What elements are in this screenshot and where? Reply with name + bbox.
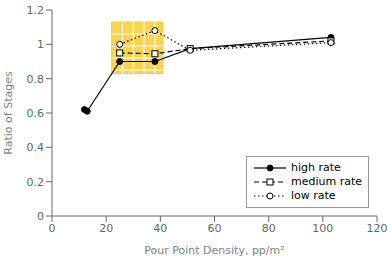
svg-text:1.2: 1.2 — [27, 4, 45, 17]
svg-text:0.6: 0.6 — [27, 107, 45, 120]
svg-text:1: 1 — [37, 38, 44, 51]
html-text:medium rate: medium rate — [290, 175, 362, 188]
svg-text:Pour Point Density, pp/m²: Pour Point Density, pp/m² — [144, 244, 284, 257]
html-text:low rate: low rate — [290, 189, 336, 202]
svg-text:0: 0 — [49, 222, 56, 235]
svg-text:120: 120 — [367, 222, 385, 235]
svg-text:40: 40 — [153, 222, 167, 235]
svg-text:0.2: 0.2 — [27, 176, 45, 189]
svg-text:0.8: 0.8 — [27, 73, 45, 86]
svg-text:0.4: 0.4 — [27, 141, 45, 154]
svg-text:0: 0 — [37, 210, 44, 223]
svg-text:20: 20 — [99, 222, 113, 235]
svg-text:80: 80 — [262, 222, 276, 235]
svg-text:60: 60 — [208, 222, 222, 235]
svg-text:100: 100 — [312, 222, 333, 235]
svg-text:Ratio of Stages: Ratio of Stages — [8, 71, 15, 155]
html-text:high rate: high rate — [290, 161, 341, 174]
